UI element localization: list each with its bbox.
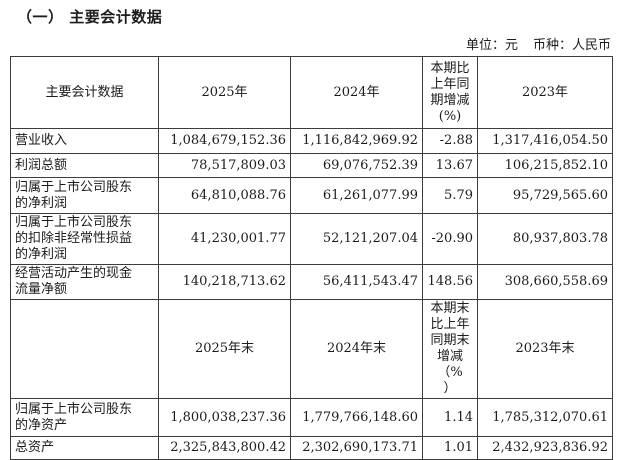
value-2024: 1,779,766,148.60 <box>290 398 423 437</box>
value-2025: 2,325,843,800.42 <box>158 436 291 460</box>
section-title: （一） 主要会计数据 <box>17 8 163 26</box>
value-2024: 2,302,690,173.71 <box>290 436 423 460</box>
value-2023: 106,215,852.10 <box>477 153 613 178</box>
table-row-total-profit: 利润总额 78,517,809.03 69,076,752.39 13.67 1… <box>10 153 613 178</box>
value-2023: 1,317,416,054.50 <box>477 128 613 154</box>
row-label: 经营活动产生的现金 流量净额 <box>10 264 159 300</box>
key-accounting-data-table: 主要会计数据 2025年 2024年 本期比 上年同 期增减 (%) 2023年… <box>10 56 613 460</box>
value-change: 13.67 <box>422 153 478 178</box>
table-row-net-profit-deducted: 归属于上市公司股东 的扣除非经常性损益 的净利润 41,230,001.77 5… <box>10 213 613 265</box>
table-row-net-profit: 归属于上市公司股东 的净利润 64,810,088.76 61,261,077.… <box>10 177 613 214</box>
header-end-change-pct: 本期末 比上年 同期末 增减（% ） <box>422 299 478 399</box>
value-change: 1.01 <box>422 436 478 460</box>
header-2024-end: 2024年末 <box>290 299 423 399</box>
value-2025: 41,230,001.77 <box>158 213 291 265</box>
table-row-total-assets: 总资产 2,325,843,800.42 2,302,690,173.71 1.… <box>10 436 613 460</box>
table-row-net-assets: 归属于上市公司股东 的净资产 1,800,038,237.36 1,779,76… <box>10 398 613 437</box>
header-2024: 2024年 <box>290 56 423 129</box>
row-label: 利润总额 <box>10 153 159 178</box>
header-empty-cell <box>10 299 159 399</box>
page: { "page": { "title": "（一） 主要会计数据", "unit… <box>0 6 618 460</box>
header-change-pct: 本期比 上年同 期增减 (%) <box>422 56 478 129</box>
unit-label: 单位：元 <box>465 38 518 53</box>
currency-label: 币种：人民币 <box>532 38 611 53</box>
value-2024: 52,121,207.04 <box>290 213 423 265</box>
value-2023: 80,937,803.78 <box>477 213 613 265</box>
row-label: 营业收入 <box>10 128 159 154</box>
value-2025: 140,218,713.62 <box>158 264 291 300</box>
row-label: 归属于上市公司股东 的净利润 <box>10 177 159 214</box>
value-2025: 1,084,679,152.36 <box>158 128 291 154</box>
value-change: -2.88 <box>422 128 478 154</box>
value-2024: 1,116,842,969.92 <box>290 128 423 154</box>
table-row-revenue: 营业收入 1,084,679,152.36 1,116,842,969.92 -… <box>10 128 613 154</box>
value-change: -20.90 <box>422 213 478 265</box>
value-change: 1.14 <box>422 398 478 437</box>
value-2023: 2,432,923,836.92 <box>477 436 613 460</box>
value-2024: 56,411,543.47 <box>290 264 423 300</box>
row-label: 总资产 <box>10 436 159 460</box>
header-2025: 2025年 <box>158 56 291 129</box>
header-2023: 2023年 <box>477 56 613 129</box>
value-2023: 95,729,565.60 <box>477 177 613 214</box>
table-header-row-period-end: 2025年末 2024年末 本期末 比上年 同期末 增减（% ） 2023年末 <box>10 299 613 399</box>
value-2025: 1,800,038,237.36 <box>158 398 291 437</box>
value-2025: 78,517,809.03 <box>158 153 291 178</box>
header-2025-end: 2025年末 <box>158 299 291 399</box>
table-header-row-annual: 主要会计数据 2025年 2024年 本期比 上年同 期增减 (%) 2023年 <box>10 56 613 129</box>
value-2025: 64,810,088.76 <box>158 177 291 214</box>
value-2024: 61,261,077.99 <box>290 177 423 214</box>
value-2023: 308,660,558.69 <box>477 264 613 300</box>
value-change: 148.56 <box>422 264 478 300</box>
value-change: 5.79 <box>422 177 478 214</box>
value-2024: 69,076,752.39 <box>290 153 423 178</box>
table-row-operating-cash-flow: 经营活动产生的现金 流量净额 140,218,713.62 56,411,543… <box>10 264 613 300</box>
value-2023: 1,785,312,070.61 <box>477 398 613 437</box>
row-label: 归属于上市公司股东 的扣除非经常性损益 的净利润 <box>10 213 159 265</box>
header-2023-end: 2023年末 <box>477 299 613 399</box>
header-metric: 主要会计数据 <box>10 56 159 129</box>
row-label: 归属于上市公司股东 的净资产 <box>10 398 159 437</box>
unit-currency-line: 单位：元 币种：人民币 <box>0 34 611 53</box>
